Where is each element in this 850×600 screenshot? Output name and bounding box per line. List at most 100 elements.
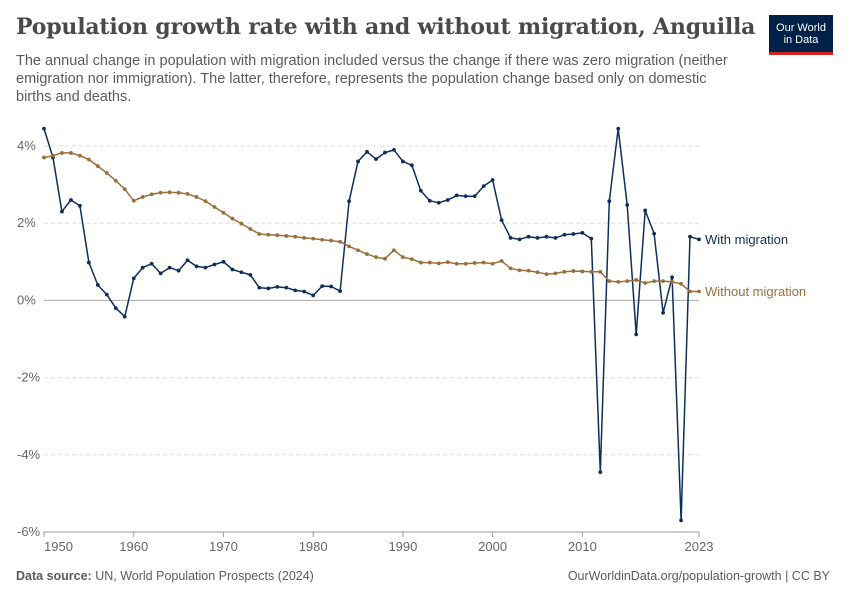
with-migration-point[interactable] [499, 218, 504, 223]
without-migration-point[interactable] [616, 279, 621, 284]
with-migration-point[interactable] [131, 276, 136, 281]
with-migration-point[interactable] [95, 283, 100, 287]
without-migration-point[interactable] [392, 248, 396, 253]
without-migration-point[interactable] [553, 271, 558, 276]
with-migration-point[interactable] [625, 203, 630, 207]
without-migration-point[interactable] [409, 257, 414, 261]
without-migration-point[interactable] [418, 260, 423, 265]
without-migration-point[interactable] [490, 261, 495, 266]
with-migration-point[interactable] [69, 198, 73, 202]
with-migration-point[interactable] [221, 259, 226, 264]
without-migration-point[interactable] [149, 192, 154, 197]
without-migration-point[interactable] [113, 178, 118, 183]
with-migration-point[interactable] [194, 264, 199, 269]
with-migration-point[interactable] [553, 235, 558, 240]
without-migration-point[interactable] [230, 216, 235, 221]
with-migration-point[interactable] [203, 265, 208, 270]
with-migration-point[interactable] [472, 194, 477, 199]
without-migration-point[interactable] [42, 155, 46, 160]
with-migration-point[interactable] [481, 184, 486, 189]
without-migration-point[interactable] [535, 270, 540, 275]
with-migration-point[interactable] [149, 261, 154, 266]
with-migration-point[interactable] [697, 237, 701, 242]
without-migration-point[interactable] [374, 255, 378, 260]
with-migration-point[interactable] [311, 293, 316, 298]
without-migration-point[interactable] [51, 153, 55, 158]
without-migration-point[interactable] [158, 190, 163, 195]
with-migration-point[interactable] [176, 268, 181, 273]
without-migration-point[interactable] [544, 272, 549, 277]
with-migration-point[interactable] [508, 235, 513, 240]
without-migration-point[interactable] [302, 235, 307, 240]
without-migration-point[interactable] [661, 279, 666, 283]
with-migration-point[interactable] [401, 159, 405, 164]
without-migration-point[interactable] [463, 261, 468, 266]
with-migration-point[interactable] [436, 200, 441, 205]
with-migration-line[interactable] [43, 127, 700, 522]
without-migration-point[interactable] [239, 221, 244, 226]
without-migration-point[interactable] [607, 279, 612, 283]
with-migration-point[interactable] [230, 267, 235, 272]
without-migration-point[interactable] [688, 289, 692, 294]
without-migration-point[interactable] [203, 199, 208, 204]
without-migration-point[interactable] [212, 205, 217, 209]
with-migration-point[interactable] [60, 209, 64, 214]
without-migration-point[interactable] [427, 260, 432, 265]
without-migration-point[interactable] [499, 259, 504, 263]
with-migration-point[interactable] [239, 270, 244, 275]
with-migration-point[interactable] [634, 332, 639, 337]
with-migration-point[interactable] [490, 178, 495, 182]
without-migration-point[interactable] [365, 252, 369, 256]
without-migration-point[interactable] [320, 237, 325, 242]
without-migration-point[interactable] [383, 256, 387, 261]
without-migration-point[interactable] [275, 233, 280, 238]
with-migration-point[interactable] [383, 150, 387, 155]
with-migration-point[interactable] [598, 470, 603, 475]
without-migration-point[interactable] [436, 261, 441, 266]
without-migration-point[interactable] [60, 151, 64, 155]
with-migration-point[interactable] [140, 265, 145, 270]
with-migration-point[interactable] [284, 285, 289, 290]
with-migration-point[interactable] [643, 208, 648, 213]
with-migration-point[interactable] [392, 147, 396, 152]
with-migration-point[interactable] [104, 292, 109, 297]
with-migration-point[interactable] [329, 284, 334, 289]
with-migration-point[interactable] [535, 235, 540, 240]
without-migration-point[interactable] [517, 268, 522, 273]
without-migration-point[interactable] [338, 239, 342, 244]
without-migration-point[interactable] [652, 279, 657, 283]
with-migration-point[interactable] [454, 193, 459, 198]
without-migration-point[interactable] [69, 151, 73, 155]
without-migration-point[interactable] [643, 281, 648, 285]
with-migration-point[interactable] [427, 198, 432, 203]
without-migration-point[interactable] [311, 236, 316, 241]
without-migration-point[interactable] [257, 232, 262, 236]
without-migration-point[interactable] [598, 269, 603, 274]
with-migration-point[interactable] [562, 232, 567, 237]
without-migration-point[interactable] [401, 255, 405, 260]
with-migration-point[interactable] [661, 310, 666, 315]
with-migration-point[interactable] [463, 194, 468, 199]
without-migration-point[interactable] [140, 195, 145, 199]
without-migration-point[interactable] [472, 261, 477, 265]
without-migration-point[interactable] [329, 238, 334, 243]
without-migration-point[interactable] [508, 266, 513, 271]
with-migration-point[interactable] [356, 159, 360, 164]
with-migration-point[interactable] [275, 284, 280, 289]
without-migration-point[interactable] [194, 195, 199, 199]
without-migration-point[interactable] [526, 268, 531, 273]
without-migration-point[interactable] [625, 279, 630, 283]
without-migration-point[interactable] [266, 232, 271, 237]
without-migration-point[interactable] [167, 190, 172, 195]
without-migration-point[interactable] [176, 190, 181, 195]
with-migration-point[interactable] [365, 149, 369, 154]
with-migration-point[interactable] [266, 286, 271, 291]
with-migration-point[interactable] [409, 163, 414, 168]
with-migration-point[interactable] [293, 288, 298, 293]
without-migration-point[interactable] [562, 269, 567, 274]
with-migration-point[interactable] [517, 237, 522, 242]
without-migration-point[interactable] [347, 244, 351, 249]
with-migration-point[interactable] [652, 231, 657, 236]
without-migration-point[interactable] [356, 248, 360, 253]
without-migration-point[interactable] [454, 261, 459, 266]
